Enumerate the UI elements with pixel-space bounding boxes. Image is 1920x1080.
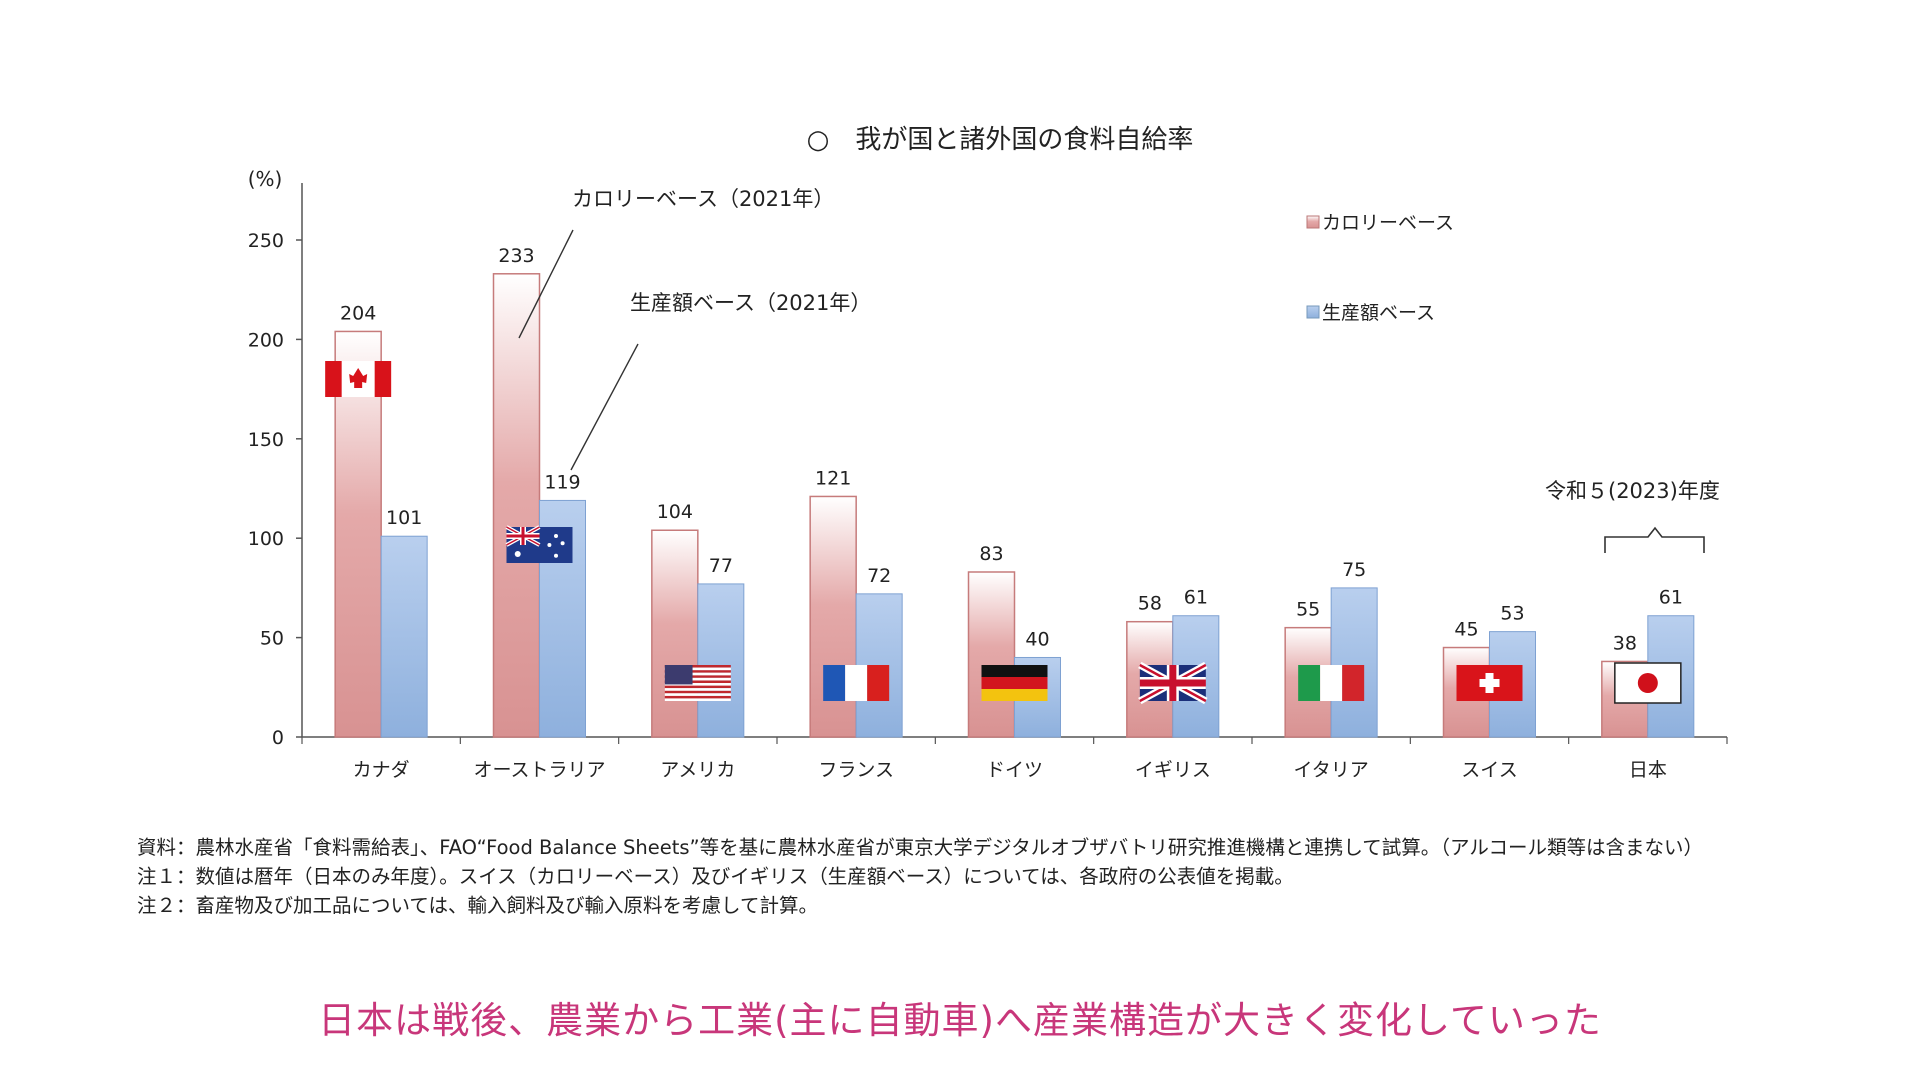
data-label-calorie: 58 [1138,593,1162,615]
canada-flag [325,361,392,397]
y-tick-label: 250 [248,230,284,252]
category-label: ドイツ [986,759,1043,781]
bar-production [1330,587,1378,738]
japan-annotation-bracket [1604,526,1705,553]
france-flag [823,665,890,701]
caption: 日本は戦後、農業から工業(主に自動車)へ産業構造が大きく変化していった [318,999,1602,1042]
data-label-production: 119 [544,471,580,493]
japan-flag [1614,662,1682,704]
category-label: アメリカ [660,759,735,781]
y-tick-label: 50 [260,628,284,650]
data-label-production: 40 [1025,628,1049,650]
y-axis-unit: (%) [248,167,283,191]
category-label: イタリア [1294,759,1369,781]
category-label: カナダ [353,759,410,781]
bar-calorie [651,529,699,738]
note-2: 注２：畜産物及び加工品については、輸入飼料及び輸入原料を考慮して計算。 [137,894,818,917]
usa-flag [664,665,731,701]
bar-calorie [967,571,1016,738]
data-label-production: 61 [1659,587,1683,609]
calorie-annotation-leader [518,229,574,339]
italy-flag [1298,665,1365,701]
legend-swatch-production [1306,305,1320,319]
production-annotation: 生産額ベース（2021年） [630,291,871,315]
production-annotation-leader [570,343,639,471]
y-tick-label: 0 [272,727,284,749]
data-label-production: 61 [1184,587,1208,609]
legend-label-calorie: カロリーベース [1322,212,1454,234]
uk-flag [1138,661,1208,705]
data-label-calorie: 104 [657,501,693,523]
source-note: 資料：農林水産省「食料需給表」、FAO“Food Balance Sheets”… [137,836,1703,859]
legend-swatch-calorie [1306,215,1320,229]
category-label: 日本 [1629,759,1667,781]
data-label-calorie: 45 [1454,619,1478,641]
data-label-production: 72 [867,565,891,587]
data-label-production: 53 [1500,603,1524,625]
data-label-calorie: 83 [979,543,1003,565]
data-label-production: 101 [386,507,422,529]
data-label-calorie: 233 [498,245,534,267]
bar-production [380,535,428,738]
bar-calorie [492,273,541,738]
category-label: オーストラリア [473,759,605,781]
calorie-annotation: カロリーベース（2021年） [572,187,834,211]
australia-flag [505,525,573,563]
chart-title: ○ 我が国と諸外国の食料自給率 [807,125,1194,155]
data-label-calorie: 121 [815,467,851,489]
data-label-production: 77 [709,555,733,577]
category-label: スイス [1461,759,1517,781]
germany-flag [981,665,1048,701]
y-tick-label: 100 [248,528,284,550]
food-self-sufficiency-chart: ○ 我が国と諸外国の食料自給率 (%) 0 50 100 150 200 250 204 1… [248,125,1728,781]
legend-label-production: 生産額ベース [1322,302,1435,324]
note-1: 注１：数値は暦年（日本のみ年度）。スイス（カロリーベース）及びイギリス（生産額ベ… [137,865,1294,888]
source-notes: 資料：農林水産省「食料需給表」、FAO“Food Balance Sheets”… [137,833,1877,920]
japan-annotation: 令和５(2023)年度 [1545,479,1720,503]
y-tick-label: 200 [248,329,284,351]
bar-production [697,583,745,738]
data-label-calorie: 55 [1296,599,1320,621]
switzerland-flag [1456,665,1523,701]
data-label-calorie: 204 [340,302,376,324]
category-label: フランス [818,759,894,781]
category-label: イギリス [1135,759,1211,781]
bar-calorie [334,330,382,738]
data-label-production: 75 [1342,559,1366,581]
y-tick-label: 150 [248,429,284,451]
data-label-calorie: 38 [1613,632,1637,654]
